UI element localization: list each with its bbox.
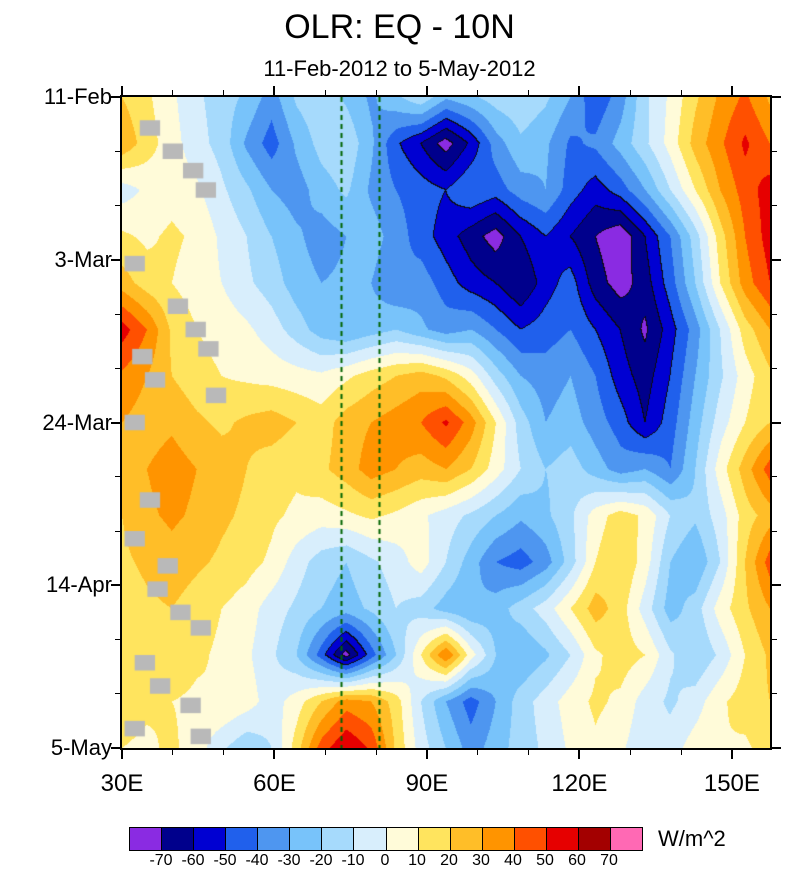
colorbar-cell [482,828,515,850]
colorbar-cell [258,828,291,850]
y-axis-tick [772,584,781,587]
y-axis-tick [111,258,120,261]
y-axis-tick [772,421,781,424]
colorbar-cell [162,828,195,850]
x-axis-tick [578,750,581,759]
y-axis-minor-tick [772,205,777,206]
x-axis-minor-tick [477,90,479,95]
y-axis-tick-label: 24-Mar [42,409,112,435]
colorbar-tick-label: 40 [504,852,522,869]
y-axis-tick [772,747,781,749]
y-axis-minor-tick [115,693,120,695]
y-axis-tick [772,258,781,261]
x-axis-minor-tick [324,750,326,755]
x-axis-tick [273,86,276,95]
x-axis-tick [273,750,276,759]
colorbar-tick-label: 50 [536,852,554,869]
x-axis-minor-tick [324,90,326,95]
y-axis-minor-tick [772,693,777,695]
y-axis-minor-tick [115,313,120,315]
y-axis-tick-label: 14-Apr [45,572,112,598]
y-axis-tick [111,747,120,749]
colorbar-tick-label: 60 [568,852,586,869]
colorbar-tick-label: -10 [341,852,365,869]
colorbar-tick-label: -60 [181,852,205,869]
colorbar-cell [290,828,323,850]
y-axis-tick-label: 11-Feb [43,84,112,109]
y-axis-minor-tick [772,367,777,369]
y-axis-tick [111,96,120,98]
colorbar-tick-label: 70 [600,852,618,869]
x-axis-minor-tick [528,90,530,95]
x-axis-minor-tick [375,750,377,755]
y-axis-tick [772,96,781,98]
y-axis-minor-tick [772,639,777,640]
colorbar-cell [226,828,259,850]
colorbar-cell [322,828,355,850]
colorbar-tick-label: 0 [380,852,390,869]
colorbar-cell [354,828,387,850]
y-axis-minor-tick [772,313,777,315]
x-axis-tick [425,750,428,759]
colorbar-cell [386,828,419,850]
y-axis-minor-tick [115,367,120,369]
y-axis-minor-tick [772,476,777,478]
colorbar-tick-label: 10 [408,852,426,869]
y-axis-tick-label: 5-May [50,735,112,760]
x-axis-minor-tick [375,90,377,95]
x-axis-tick [730,750,733,759]
colorbar-tick-label: -70 [149,852,173,869]
y-axis-minor-tick [115,150,120,152]
colorbar-cell [418,828,451,850]
x-axis-tick [578,86,581,95]
y-axis-tick [111,421,120,424]
heatmap-canvas [122,97,770,748]
x-axis-minor-tick [223,90,225,95]
y-axis-minor-tick [115,530,120,532]
chart-title: OLR: EQ - 10N [284,8,515,46]
y-axis-minor-tick [115,476,120,478]
x-axis-tick-label: 90E [405,770,449,797]
x-axis-minor-tick [680,750,682,755]
y-axis-minor-tick [772,530,777,532]
y-axis-minor-tick [115,205,120,206]
x-axis-tick [121,86,123,95]
colorbar-cell [450,828,483,850]
units-label: W/m^2 [658,826,726,851]
colorbar-cell [578,828,611,850]
x-axis-minor-tick [629,750,631,755]
x-axis-tick [121,750,123,759]
x-axis-tick-label: 60E [253,770,296,797]
colorbar-tick-label: 30 [472,852,490,869]
y-axis-tick [111,584,120,587]
x-axis-minor-tick [528,750,530,755]
colorbar [129,827,643,851]
colorbar-tick-label: -40 [245,852,269,869]
x-axis-minor-tick [172,90,174,95]
x-axis-minor-tick [680,90,682,95]
colorbar-cell [130,828,163,850]
x-axis-tick [425,86,428,95]
x-axis-minor-tick [477,750,479,755]
colorbar-cell [610,828,642,850]
x-axis-tick-label: 150E [703,770,760,797]
chart-subtitle: 11-Feb-2012 to 5-May-2012 [263,56,536,81]
x-axis-minor-tick [629,90,631,95]
colorbar-cell [194,828,227,850]
x-axis-minor-tick [223,750,225,755]
colorbar-tick-label: -50 [213,852,237,869]
colorbar-tick-label: -20 [309,852,333,869]
colorbar-tick-label: 20 [440,852,458,869]
colorbar-cell [514,828,547,850]
x-axis-tick-label: 120E [551,770,608,797]
y-axis-tick-label: 3-Mar [54,246,112,272]
y-axis-minor-tick [115,639,120,640]
y-axis-minor-tick [772,150,777,152]
colorbar-tick-label: -30 [277,852,301,869]
x-axis-tick-label: 30E [100,770,144,797]
x-axis-tick [730,86,733,95]
x-axis-minor-tick [172,750,174,755]
colorbar-cell [546,828,579,850]
